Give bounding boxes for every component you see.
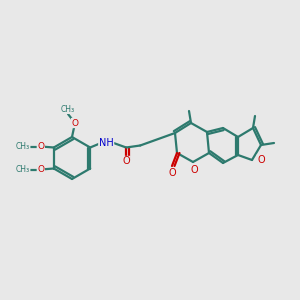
Text: O: O — [168, 168, 176, 178]
Text: CH₃: CH₃ — [16, 165, 30, 174]
Text: CH₃: CH₃ — [16, 142, 30, 151]
Text: NH: NH — [99, 137, 114, 148]
Text: O: O — [37, 165, 44, 174]
Text: CH₃: CH₃ — [61, 104, 75, 113]
Text: O: O — [190, 165, 198, 175]
Text: O: O — [257, 155, 265, 165]
Text: O: O — [71, 118, 79, 127]
Text: O: O — [122, 157, 130, 166]
Text: O: O — [37, 142, 44, 151]
